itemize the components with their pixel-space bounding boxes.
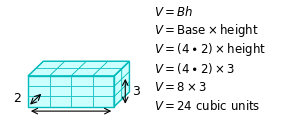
Polygon shape <box>93 69 122 76</box>
Polygon shape <box>28 76 50 86</box>
Polygon shape <box>122 61 130 79</box>
Polygon shape <box>50 86 71 96</box>
Polygon shape <box>71 86 93 96</box>
Text: 2: 2 <box>13 92 21 105</box>
Polygon shape <box>50 96 71 107</box>
Text: 3: 3 <box>132 85 140 98</box>
Polygon shape <box>71 69 100 76</box>
Polygon shape <box>122 72 130 89</box>
Polygon shape <box>50 69 79 76</box>
Text: $\it{V} = 24\ \mathrm{cubic\ units}$: $\it{V} = 24\ \mathrm{cubic\ units}$ <box>154 99 260 113</box>
Polygon shape <box>28 69 57 76</box>
Text: $\it{V} = \mathrm{Base} \times \mathrm{height}$: $\it{V} = \mathrm{Base} \times \mathrm{h… <box>154 22 259 39</box>
Text: $\it{V} = (4 \bullet 2) \times 3$: $\it{V} = (4 \bullet 2) \times 3$ <box>154 61 236 76</box>
Polygon shape <box>93 96 114 107</box>
Polygon shape <box>36 61 65 69</box>
Polygon shape <box>100 61 130 69</box>
Polygon shape <box>114 79 122 96</box>
Text: $\it{V} = \it{Bh}$: $\it{V} = \it{Bh}$ <box>154 5 193 19</box>
Polygon shape <box>57 61 86 69</box>
Polygon shape <box>79 61 108 69</box>
Polygon shape <box>122 82 130 99</box>
Polygon shape <box>114 69 122 86</box>
Polygon shape <box>71 76 93 86</box>
Text: $\it{V} = 8 \times 3$: $\it{V} = 8 \times 3$ <box>154 81 207 94</box>
Polygon shape <box>28 96 50 107</box>
Polygon shape <box>50 76 71 86</box>
Polygon shape <box>114 89 122 107</box>
Text: $\it{V} = (4 \bullet 2) \times \mathrm{height}$: $\it{V} = (4 \bullet 2) \times \mathrm{h… <box>154 41 266 58</box>
Polygon shape <box>93 86 114 96</box>
Polygon shape <box>93 76 114 86</box>
Polygon shape <box>71 96 93 107</box>
Polygon shape <box>28 86 50 96</box>
